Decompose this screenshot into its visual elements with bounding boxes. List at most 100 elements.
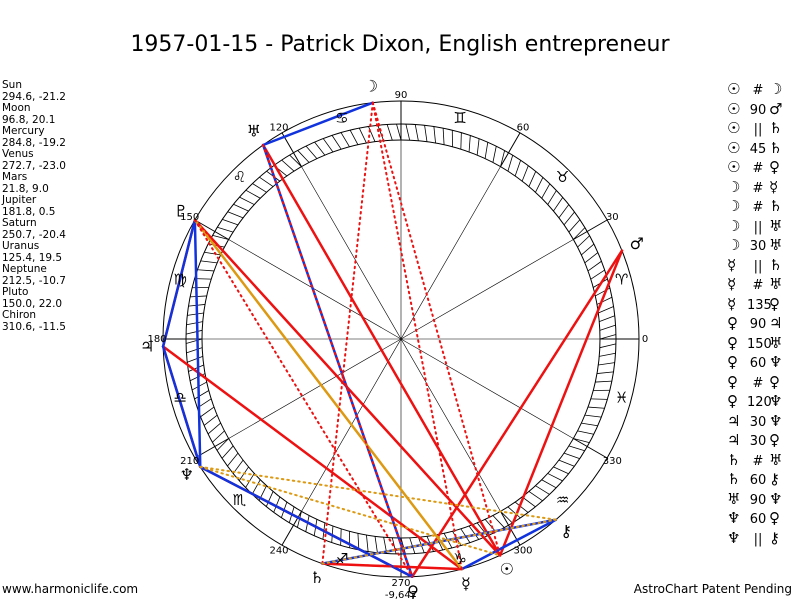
aspect-planet-a: ♅ bbox=[727, 489, 741, 508]
degree-tick bbox=[584, 252, 599, 264]
degree-tick bbox=[599, 334, 617, 340]
planet-name: Jupiter bbox=[2, 194, 37, 206]
aspect-symbol: 45 bbox=[749, 141, 767, 157]
footer-website[interactable]: www.harmoniclife.com bbox=[2, 582, 139, 596]
aspect-planet-b: ♄ bbox=[769, 119, 783, 137]
planet-glyph: ♆ bbox=[180, 465, 194, 484]
aspect-planet-a: ♀ bbox=[727, 314, 738, 332]
planet-name: Moon bbox=[2, 102, 31, 114]
degree-tick bbox=[188, 364, 204, 372]
zodiac-sign-glyph: ♈ bbox=[615, 270, 628, 288]
aspect-symbol: # bbox=[752, 278, 764, 293]
aspect-row: ♀ 90 ♃ bbox=[727, 314, 789, 334]
aspect-line bbox=[193, 218, 202, 469]
aspect-line bbox=[371, 101, 463, 571]
aspect-planet-a: ♄ bbox=[727, 450, 741, 469]
degree-label: 300 bbox=[513, 545, 532, 556]
aspect-symbol: # bbox=[752, 375, 764, 391]
aspect-planet-a: ♀ bbox=[727, 392, 738, 410]
planet-name: Mercury bbox=[2, 125, 45, 137]
aspect-row: ☉ 45 ♄ bbox=[727, 139, 789, 159]
aspect-planet-b: ♆ bbox=[769, 392, 783, 410]
aspect-planet-a: ♀ bbox=[727, 353, 738, 371]
degree-label: 210 bbox=[180, 456, 199, 467]
degree-tick bbox=[396, 123, 402, 141]
degree-tick bbox=[553, 197, 564, 212]
degree-tick bbox=[185, 338, 203, 344]
aspect-planet-a: ☽ bbox=[727, 197, 741, 215]
degree-tick bbox=[573, 227, 586, 240]
aspect-planet-b: ♄ bbox=[769, 138, 783, 157]
aspect-planet-b: ♅ bbox=[769, 236, 783, 254]
degree-tick bbox=[194, 390, 209, 400]
degree-tick bbox=[535, 177, 544, 193]
degree-label: 150 bbox=[180, 212, 199, 223]
degree-tick bbox=[331, 135, 342, 150]
degree-tick bbox=[528, 171, 537, 187]
aspect-planet-a: ♆ bbox=[727, 509, 741, 527]
aspect-planet-a: ☉ bbox=[727, 119, 741, 137]
aspect-planet-a: ♃ bbox=[727, 411, 741, 430]
degree-tick bbox=[400, 537, 406, 555]
degree-tick bbox=[377, 125, 385, 141]
aspect-row: ☿ # ♅ bbox=[727, 275, 789, 295]
degree-tick bbox=[340, 132, 350, 147]
degree-label: 330 bbox=[603, 456, 622, 467]
degree-tick bbox=[386, 124, 393, 141]
planet-glyph: ♅ bbox=[247, 121, 261, 140]
aspect-symbol: 150 bbox=[747, 336, 772, 352]
degree-tick bbox=[289, 154, 302, 167]
aspect-row: ☿ 135♀ bbox=[727, 295, 789, 315]
planet-coords: 310.6, -11.5 bbox=[2, 320, 66, 333]
degree-tick bbox=[212, 430, 225, 443]
zodiac-sign-glyph: ♍ bbox=[174, 270, 187, 288]
aspect-line bbox=[193, 219, 414, 578]
degree-label: 120 bbox=[269, 123, 288, 134]
wheel-labels: 0 30 60 90 120 150 180 210 240 270 300 330 ♈ ♉ ♊ ♋ ♌ ♍ ♎ ♏ ♐… bbox=[140, 76, 648, 600]
zodiac-sign-glyph: ♏ bbox=[233, 491, 247, 509]
degree-tick bbox=[200, 260, 218, 264]
aspect-planet-a: ☉ bbox=[727, 138, 741, 157]
sign-divider bbox=[573, 438, 608, 459]
degree-tick bbox=[581, 422, 598, 427]
degree-tick bbox=[599, 324, 616, 331]
planet-name: Chiron bbox=[2, 309, 37, 321]
aspect-line bbox=[371, 101, 502, 557]
sign-divider bbox=[194, 219, 229, 240]
degree-tick bbox=[535, 485, 550, 495]
aspect-planet-b: ♅ bbox=[769, 216, 783, 235]
degree-tick bbox=[322, 138, 334, 153]
aspect-planet-a: ☿ bbox=[727, 255, 737, 274]
aspect-row: ☉ || ♄ bbox=[727, 119, 789, 139]
planet-name: Pluto bbox=[2, 286, 29, 298]
degree-tick bbox=[442, 128, 445, 145]
degree-label: 0 bbox=[642, 334, 648, 345]
aspect-planet-a: ☉ bbox=[727, 80, 741, 98]
degree-tick bbox=[528, 491, 543, 502]
aspect-symbol: 60 bbox=[749, 473, 767, 488]
aspect-line bbox=[410, 249, 624, 578]
aspect-line bbox=[321, 518, 557, 565]
degree-tick bbox=[596, 296, 613, 305]
degree-tick bbox=[599, 352, 616, 357]
aspect-row: ♃ 30 ♀ bbox=[727, 431, 789, 451]
degree-tick bbox=[221, 445, 234, 459]
aspect-line bbox=[161, 345, 464, 571]
aspect-planet-a: ♀ bbox=[727, 333, 738, 352]
aspect-planet-a: ♄ bbox=[727, 470, 741, 488]
degree-tick bbox=[340, 528, 342, 546]
degree-tick bbox=[212, 235, 229, 240]
degree-tick bbox=[468, 525, 480, 540]
aspect-planet-b: ♀ bbox=[769, 372, 780, 391]
degree-tick bbox=[507, 506, 521, 519]
planet-name: Neptune bbox=[2, 263, 47, 275]
aspect-planet-b: ♀ bbox=[769, 294, 780, 313]
degree-tick bbox=[558, 204, 570, 219]
degree-tick bbox=[227, 211, 244, 219]
aspect-planet-b: ☿ bbox=[769, 177, 779, 196]
planet-glyph: ♂ bbox=[630, 234, 644, 253]
aspect-planet-b: ♂ bbox=[769, 99, 783, 118]
aspect-planet-a: ♀ bbox=[727, 372, 738, 391]
zodiac-sign-glyph: ♐ bbox=[335, 550, 348, 568]
degree-tick bbox=[468, 135, 471, 153]
